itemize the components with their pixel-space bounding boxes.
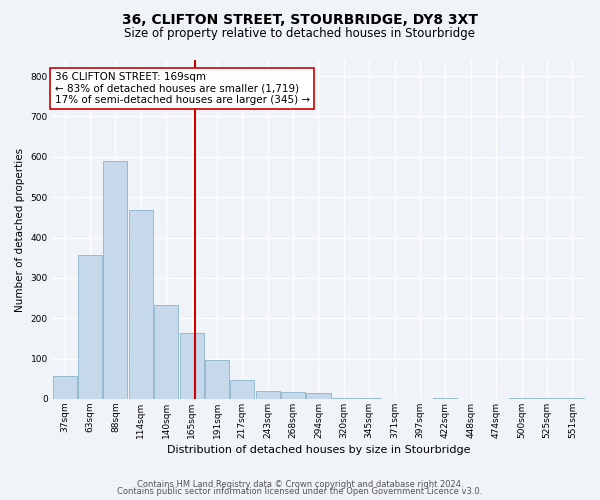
Y-axis label: Number of detached properties: Number of detached properties	[15, 148, 25, 312]
Bar	[307, 394, 331, 399]
Bar	[78, 255, 102, 399]
Bar	[230, 380, 254, 399]
Text: Contains public sector information licensed under the Open Government Licence v3: Contains public sector information licen…	[118, 488, 482, 496]
X-axis label: Distribution of detached houses by size in Stourbridge: Distribution of detached houses by size …	[167, 445, 470, 455]
Bar	[179, 333, 203, 399]
Bar	[281, 392, 305, 399]
Text: 36 CLIFTON STREET: 169sqm
← 83% of detached houses are smaller (1,719)
17% of se: 36 CLIFTON STREET: 169sqm ← 83% of detac…	[55, 72, 310, 106]
Bar	[256, 391, 280, 399]
Bar	[103, 161, 127, 399]
Text: 36, CLIFTON STREET, STOURBRIDGE, DY8 3XT: 36, CLIFTON STREET, STOURBRIDGE, DY8 3XT	[122, 12, 478, 26]
Bar	[129, 210, 153, 399]
Bar	[154, 306, 178, 399]
Text: Size of property relative to detached houses in Stourbridge: Size of property relative to detached ho…	[125, 28, 476, 40]
Bar	[535, 398, 559, 399]
Bar	[509, 398, 533, 399]
Bar	[205, 360, 229, 399]
Text: Contains HM Land Registry data © Crown copyright and database right 2024.: Contains HM Land Registry data © Crown c…	[137, 480, 463, 489]
Bar	[53, 376, 77, 399]
